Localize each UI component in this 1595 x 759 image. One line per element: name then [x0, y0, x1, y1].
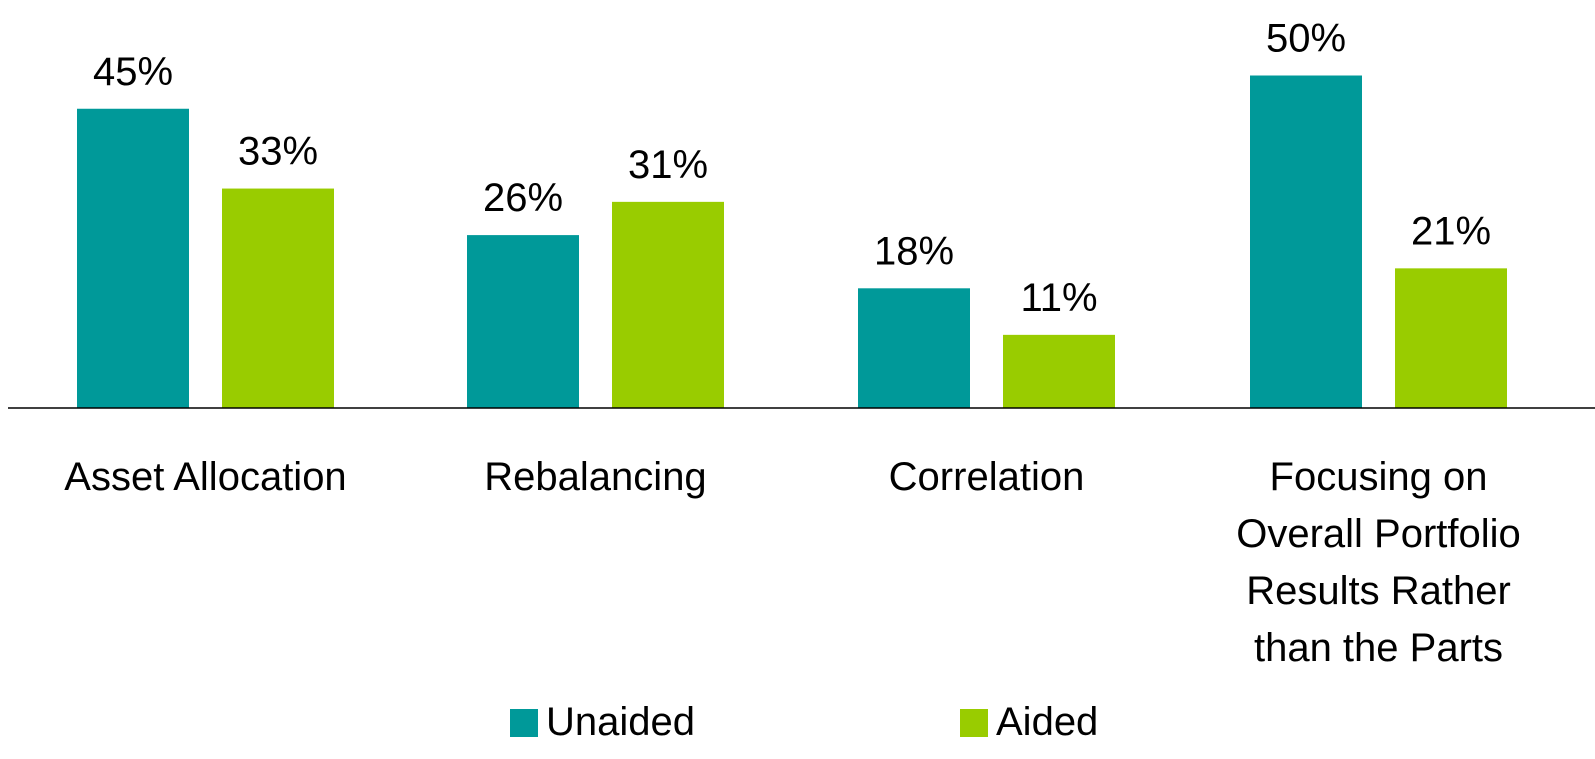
bar-aided-1: [612, 201, 724, 408]
data-labels-group: 45% 26% 18% 50% 33% 31% 11% 21%: [93, 17, 1491, 320]
bar-unaided-1: [467, 235, 579, 408]
bars-group: [77, 75, 1507, 408]
category-label-1: Rebalancing: [484, 455, 706, 499]
category-label-line: Rebalancing: [484, 455, 706, 499]
category-label-line: Correlation: [889, 455, 1085, 499]
bar-unaided-3: [1250, 75, 1362, 408]
legend-label-aided: Aided: [996, 700, 1099, 744]
bar-unaided-2: [858, 288, 970, 408]
data-label-unaided-0: 45%: [93, 50, 173, 94]
data-label-unaided-1: 26%: [483, 176, 563, 220]
data-label-aided-2: 11%: [1020, 276, 1097, 320]
category-label-line: Focusing on: [1270, 455, 1488, 499]
category-label-line: Asset Allocation: [64, 455, 346, 499]
bar-aided-3: [1395, 268, 1507, 408]
legend-item-unaided: Unaided: [510, 700, 695, 745]
data-label-unaided-3: 50%: [1266, 17, 1346, 61]
legend-item-aided: Aided: [960, 700, 1098, 745]
legend-label-unaided: Unaided: [546, 700, 696, 744]
bar-chart: 45% 26% 18% 50% 33% 31% 11% 21% Asset Allocatio…: [8, 17, 1595, 670]
category-label-0: Asset Allocation: [64, 455, 346, 499]
bar-unaided-0: [77, 108, 189, 408]
category-label-2: Correlation: [889, 455, 1085, 499]
data-label-aided-1: 31%: [628, 143, 708, 187]
category-label-3: Focusing on Overall Portfolio Results Rath…: [1236, 455, 1521, 670]
category-labels-group: Asset Allocation Rebalancing Correlation Fo…: [64, 455, 1520, 670]
bar-aided-2: [1003, 334, 1115, 408]
category-label-line: than the Parts: [1254, 626, 1503, 670]
bar-aided-0: [222, 188, 334, 408]
data-label-unaided-2: 18%: [874, 229, 954, 273]
category-label-line: Results Rather: [1246, 569, 1511, 613]
legend-swatch-aided: [960, 708, 988, 737]
legend: Unaided Aided: [0, 700, 1595, 759]
category-label-line: Overall Portfolio: [1236, 512, 1521, 556]
data-label-aided-3: 21%: [1411, 209, 1491, 253]
data-label-aided-0: 33%: [238, 130, 318, 174]
legend-swatch-unaided: [510, 708, 538, 737]
